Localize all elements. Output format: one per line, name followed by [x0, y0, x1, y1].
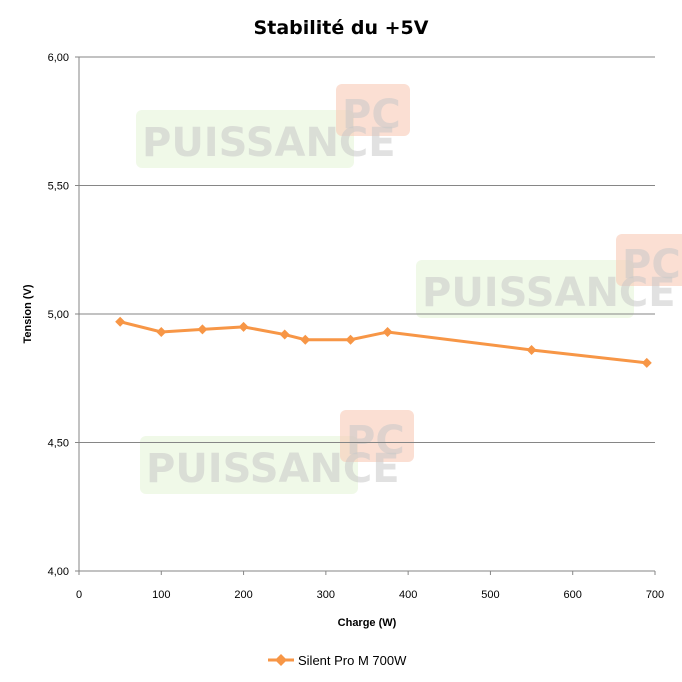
y-tick-label: 4,50 — [48, 438, 69, 450]
data-point — [115, 316, 126, 327]
series-line — [119, 320, 647, 365]
data-point — [641, 357, 652, 368]
svg-text:PUISSANCE: PUISSANCE — [146, 446, 400, 492]
data-point — [156, 326, 167, 337]
x-tick-label: 300 — [317, 589, 335, 601]
data-point — [345, 334, 356, 345]
svg-text:PC: PC — [346, 418, 405, 464]
data-point — [238, 321, 249, 332]
series — [115, 316, 652, 368]
svg-text:PC: PC — [342, 92, 401, 138]
x-tick-label: 700 — [646, 589, 664, 601]
y-tick-label: 6,00 — [48, 52, 69, 64]
y-tick-label: 4,00 — [48, 566, 69, 578]
x-tick-label: 0 — [76, 589, 82, 601]
x-tick-label: 100 — [152, 589, 170, 601]
chart-title: Stabilité du +5V — [254, 17, 429, 39]
axes: 4,00 4,50 5,00 5,50 6,00 0 100 200 300 400 500 600 7… — [48, 52, 665, 601]
data-point — [279, 329, 290, 340]
x-tick-label: 400 — [399, 589, 417, 601]
gridlines — [79, 56, 655, 443]
svg-text:PUISSANCE: PUISSANCE — [142, 120, 396, 166]
y-tick-label: 5,50 — [48, 181, 69, 193]
data-point — [197, 324, 208, 335]
data-point — [300, 334, 311, 345]
data-point — [526, 344, 537, 355]
legend: Silent Pro M 700W — [268, 653, 407, 668]
svg-text:PUISSANCE: PUISSANCE — [422, 270, 676, 316]
y-axis-label: Tension (V) — [22, 284, 34, 343]
svg-text:PC: PC — [622, 242, 681, 288]
x-tick-label: 200 — [234, 589, 252, 601]
x-tick-label: 600 — [564, 589, 582, 601]
y-tick-label: 5,00 — [48, 309, 69, 321]
data-point — [382, 326, 393, 337]
x-axis-label: Charge (W) — [338, 617, 397, 629]
legend-label: Silent Pro M 700W — [298, 653, 407, 668]
legend-marker — [275, 654, 287, 666]
x-tick-label: 500 — [481, 589, 499, 601]
